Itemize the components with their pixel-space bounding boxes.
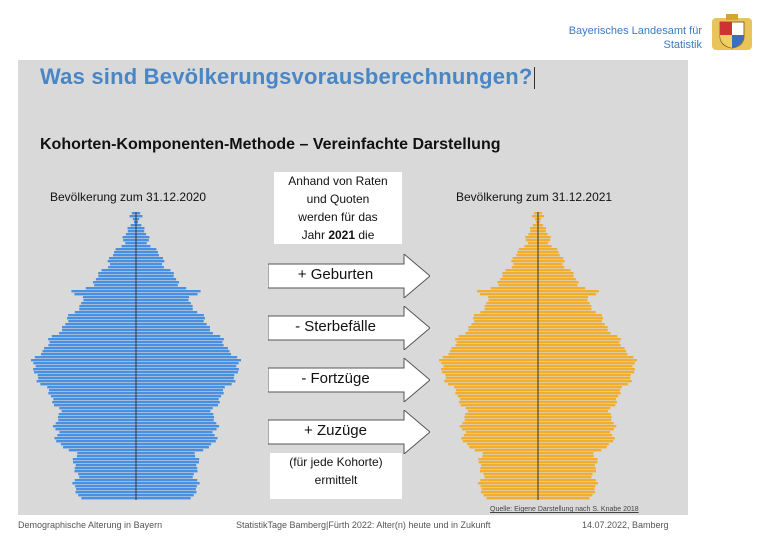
footer-center: StatistikTage Bamberg|Fürth 2022: Alter(… [236, 520, 491, 530]
slide-subtitle: Kohorten-Komponenten-Methode – Vereinfac… [40, 136, 501, 153]
left-pyramid-label: Bevölkerung zum 31.12.2020 [50, 190, 207, 204]
arrow-emigration-label: - Fortzüge [301, 370, 370, 387]
institution-line1: Bayerisches Landesamt für [568, 25, 702, 37]
footer-right: 14.07.2022, Bamberg [582, 520, 669, 530]
arrow-births-label: + Geburten [297, 266, 374, 283]
footer-left: Demographische Alterung in Bayern [18, 520, 163, 530]
bottom-line2: ermittelt [314, 473, 358, 487]
header-institution: Bayerisches Landesamt für Statistik [569, 24, 702, 52]
arrow-deaths: - Sterbefälle [268, 306, 430, 350]
arrow-immigration-label: + Zuzüge [304, 422, 367, 439]
institution-line2: Statistik [663, 39, 702, 51]
method-description-box: Anhand von Raten und Quoten werden für d… [274, 172, 402, 244]
right-pyramid-label: Bevölkerung zum 31.12.2021 [456, 190, 613, 204]
slide-title: Was sind Bevölkerungsvorausberechnungen? [40, 64, 535, 90]
center-line4: Jahr 2021 die [301, 228, 375, 242]
arrow-births: + Geburten [268, 254, 430, 298]
arrow-immigration: + Zuzüge [268, 410, 430, 454]
center-line1: Anhand von Raten [288, 174, 388, 188]
arrow-deaths-label: - Sterbefälle [295, 318, 376, 335]
per-cohort-box: (für jede Kohorte) ermittelt [270, 453, 402, 499]
bavarian-coat-of-arms-icon [712, 14, 752, 50]
population-pyramid-2020 [30, 212, 242, 500]
center-line3: werden für das [298, 210, 378, 224]
bottom-line1: (für jede Kohorte) [289, 455, 383, 469]
source-note: Quelle: Eigene Darstellung nach S. Knabe… [490, 506, 639, 513]
center-line2: und Quoten [306, 192, 370, 206]
population-pyramid-2021 [439, 212, 637, 500]
arrow-emigration: - Fortzüge [268, 358, 430, 402]
